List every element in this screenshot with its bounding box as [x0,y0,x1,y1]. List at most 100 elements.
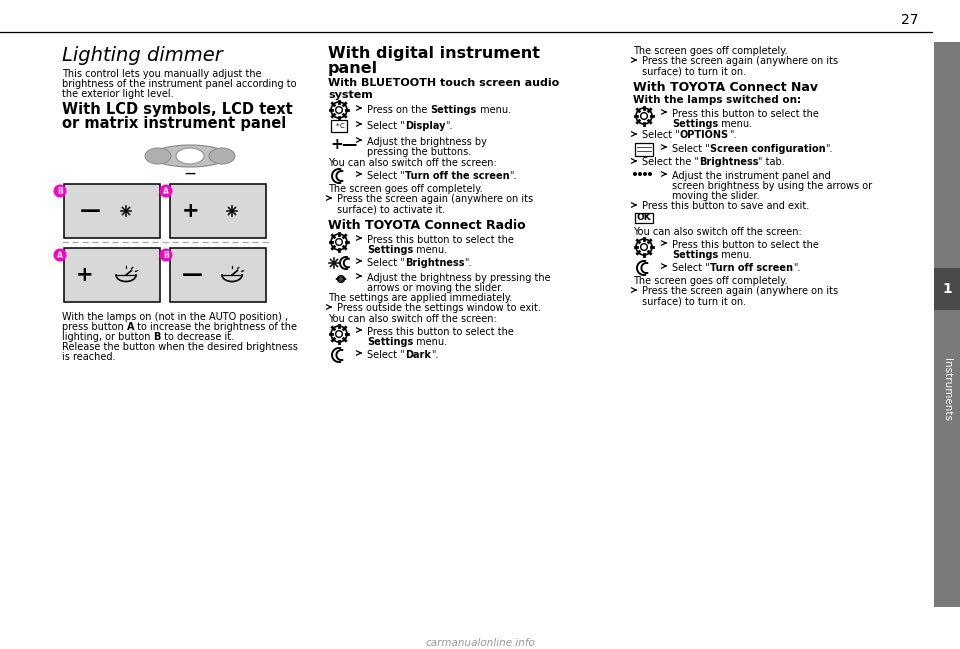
Circle shape [332,261,336,265]
Text: to increase the brightness of the: to increase the brightness of the [134,322,298,332]
Text: arrows or moving the slider.: arrows or moving the slider. [367,283,503,293]
Text: Press the screen again (anywhere on its: Press the screen again (anywhere on its [337,194,533,204]
Ellipse shape [145,148,171,164]
Circle shape [643,172,647,176]
Text: Adjust the brightness by pressing the: Adjust the brightness by pressing the [367,273,551,283]
Text: B: B [58,186,62,195]
Text: A: A [163,186,169,195]
Text: Select ": Select " [367,350,405,360]
FancyBboxPatch shape [170,184,266,238]
Text: Adjust the brightness by: Adjust the brightness by [367,137,487,147]
Text: With the lamps switched on:: With the lamps switched on: [633,95,802,105]
Text: Press on the: Press on the [367,105,430,115]
Text: Turn off screen: Turn off screen [709,263,793,273]
Text: You can also switch off the screen:: You can also switch off the screen: [328,314,496,324]
Text: —: — [341,137,356,152]
Text: Turn off the screen: Turn off the screen [405,171,510,181]
Circle shape [230,209,234,213]
Text: Settings: Settings [367,245,413,255]
Text: surface) to activate it.: surface) to activate it. [337,204,445,214]
Text: Select ": Select " [367,258,405,268]
Text: Dark: Dark [405,350,431,360]
Text: A: A [127,322,134,332]
Text: 27: 27 [901,13,919,27]
FancyBboxPatch shape [934,268,960,310]
Circle shape [159,184,173,197]
Text: C: C [340,123,345,129]
Text: You can also switch off the screen:: You can also switch off the screen: [633,227,802,237]
Circle shape [54,184,66,197]
Ellipse shape [176,148,204,164]
Text: Press this button to save and exit.: Press this button to save and exit. [642,201,809,211]
Text: ".: ". [826,144,833,154]
FancyBboxPatch shape [635,143,653,156]
Text: or matrix instrument panel: or matrix instrument panel [62,116,286,131]
Text: ".: ". [445,121,453,131]
Text: Settings: Settings [430,105,477,115]
Text: system: system [328,90,372,100]
FancyBboxPatch shape [170,248,266,302]
Text: ".: ". [510,171,516,181]
Text: is reached.: is reached. [62,352,115,362]
Circle shape [633,172,637,176]
Text: ".: ". [729,130,736,140]
Text: —: — [182,265,203,285]
Text: With BLUETOOTH touch screen audio: With BLUETOOTH touch screen audio [328,78,560,88]
Text: ".: ". [465,258,471,268]
Text: The settings are applied immediately.: The settings are applied immediately. [328,293,513,303]
Text: Display: Display [405,121,445,131]
Text: OK: OK [636,214,652,223]
Text: With TOYOTA Connect Nav: With TOYOTA Connect Nav [633,81,818,94]
Text: +: + [182,201,200,221]
Text: Settings: Settings [672,250,718,260]
Text: Press this button to select the: Press this button to select the [672,240,819,250]
Text: to decrease it.: to decrease it. [161,332,234,342]
Text: Select the ": Select the " [642,157,699,167]
Text: OPTIONS: OPTIONS [680,130,729,140]
Text: Release the button when the desired brightness: Release the button when the desired brig… [62,342,298,352]
Circle shape [54,249,66,262]
Text: You can also switch off the screen:: You can also switch off the screen: [328,158,496,168]
Text: menu.: menu. [413,337,447,347]
FancyBboxPatch shape [64,248,160,302]
Text: surface) to turn it on.: surface) to turn it on. [642,66,746,76]
Text: Press the screen again (anywhere on its: Press the screen again (anywhere on its [642,286,838,296]
Circle shape [159,249,173,262]
Text: The screen goes off completely.: The screen goes off completely. [328,184,483,194]
Text: *: * [336,123,340,129]
Text: moving the slider.: moving the slider. [672,191,759,201]
Text: Press this button to select the: Press this button to select the [367,327,514,337]
Text: Select ": Select " [672,263,709,273]
Circle shape [648,172,652,176]
Text: Brightness: Brightness [405,258,465,268]
Ellipse shape [209,148,235,164]
Text: carmanualonline.info: carmanualonline.info [425,638,535,648]
FancyBboxPatch shape [331,120,347,132]
Text: lighting, or button: lighting, or button [62,332,154,342]
Text: Settings: Settings [672,119,718,129]
Circle shape [124,209,128,213]
Ellipse shape [152,145,228,167]
Text: the exterior light level.: the exterior light level. [62,89,174,99]
Text: With LCD symbols, LCD text: With LCD symbols, LCD text [62,102,293,117]
Text: +: + [76,265,94,285]
Text: ".: ". [793,263,801,273]
Text: ".: ". [431,350,439,360]
Text: menu.: menu. [413,245,447,255]
Text: —: — [184,169,196,179]
FancyBboxPatch shape [635,213,653,223]
Text: Settings: Settings [367,337,413,347]
Text: panel: panel [328,61,378,76]
Text: menu.: menu. [718,119,753,129]
Text: pressing the buttons.: pressing the buttons. [367,147,471,157]
Text: Screen configuration: Screen configuration [709,144,826,154]
Text: Press outside the settings window to exit.: Press outside the settings window to exi… [337,303,540,313]
Text: This control lets you manually adjust the: This control lets you manually adjust th… [62,69,262,79]
Text: B: B [163,251,169,260]
Text: Select ": Select " [367,121,405,131]
Text: Press this button to select the: Press this button to select the [367,235,514,245]
Text: " tab.: " tab. [758,157,785,167]
Text: Press this button to select the: Press this button to select the [672,109,819,119]
Text: Select ": Select " [367,171,405,181]
Text: Adjust the instrument panel and: Adjust the instrument panel and [672,171,830,181]
